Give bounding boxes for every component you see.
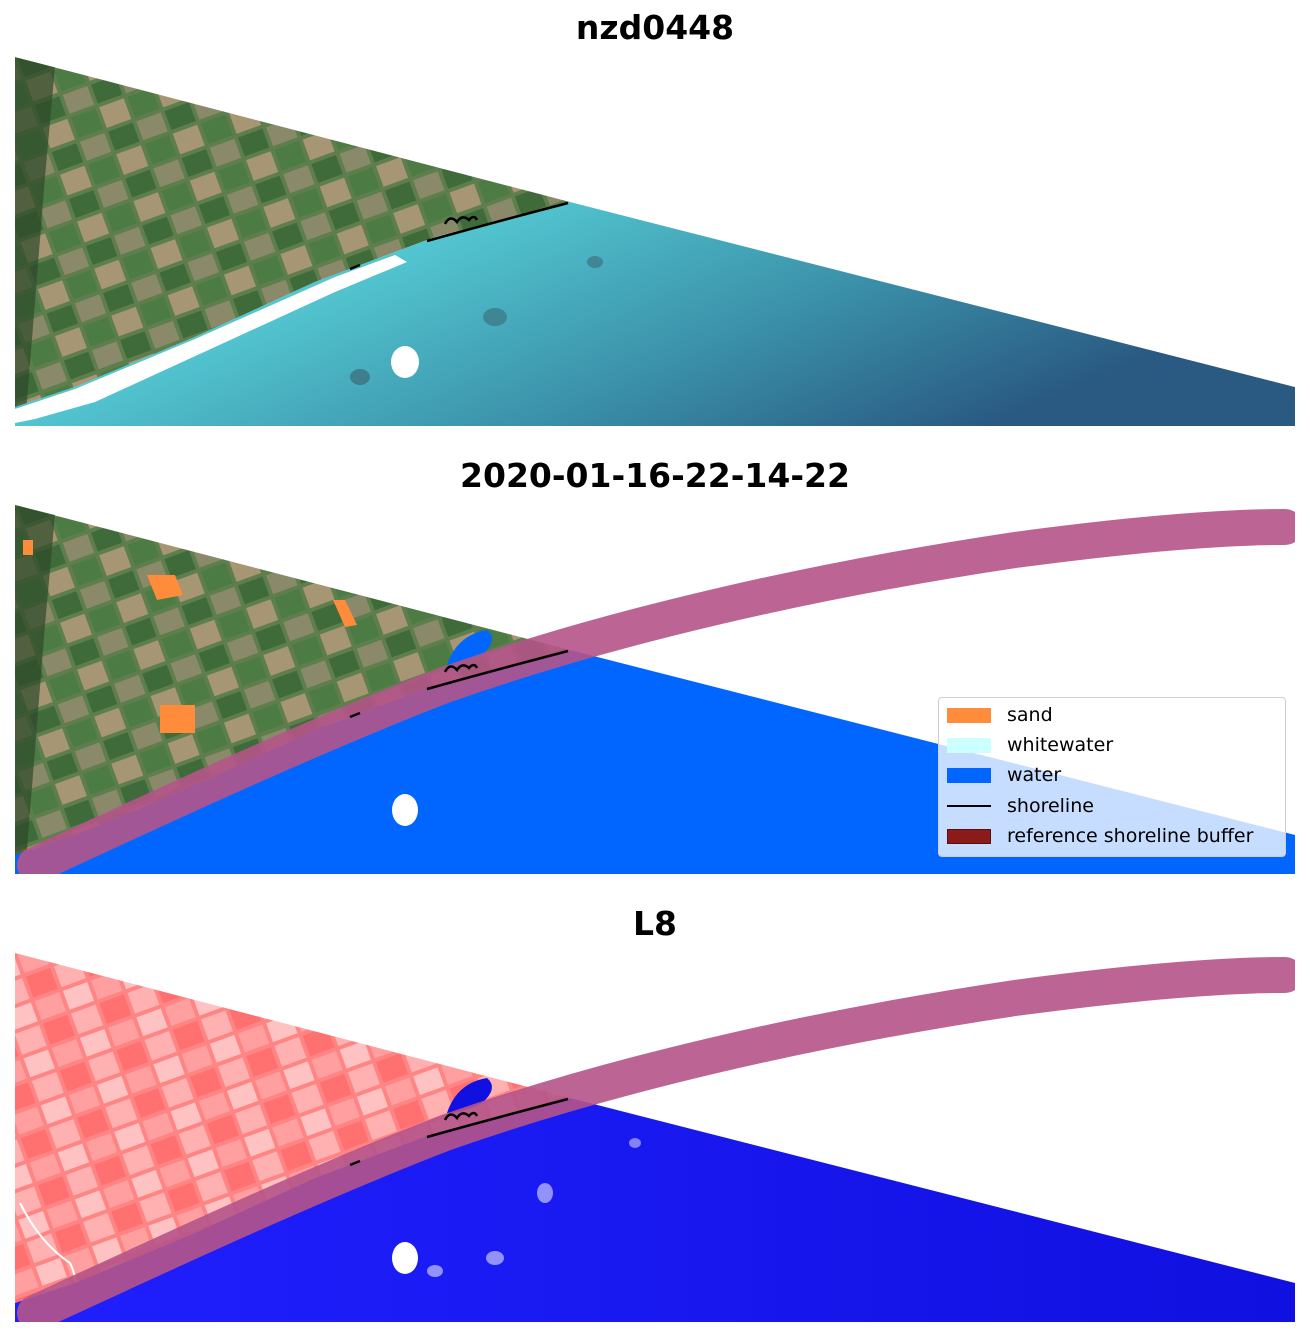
- rgb-image: [15, 57, 1295, 426]
- beach-strip: [15, 255, 407, 423]
- land-area: [15, 953, 570, 1303]
- legend-label: reference shoreline buffer: [1007, 825, 1254, 847]
- l8-image: [15, 953, 1295, 1322]
- shoreline-path: [426, 201, 569, 243]
- reference-shoreline-buffer: [17, 509, 1295, 874]
- legend-swatch: [947, 707, 991, 723]
- ocean-area: [15, 202, 1295, 426]
- legend-item-sand: sand: [947, 704, 1053, 726]
- legend-label: whitewater: [1007, 734, 1114, 756]
- legend-item-whitewater: whitewater: [947, 734, 1113, 756]
- legend-label: water: [1007, 764, 1062, 786]
- sand-patch: [147, 575, 183, 600]
- legend-label: shoreline: [1007, 795, 1094, 817]
- legend-swatch: [947, 767, 991, 783]
- water-index-area: [15, 1098, 1295, 1322]
- panel-title-classified: 2020-01-16-22-14-22: [460, 456, 850, 495]
- legend-item-water: water: [947, 764, 1061, 786]
- reference-shoreline-buffer: [17, 957, 1295, 1322]
- sand-patch: [23, 540, 33, 555]
- legend-swatch: [947, 828, 991, 844]
- legend-swatch: [947, 737, 991, 753]
- legend: sand whitewater water shoreline referenc…: [938, 697, 1286, 857]
- legend-item-shoreline: shoreline: [947, 795, 1094, 817]
- water-class-lagoon: [447, 630, 492, 665]
- rgb-image-panel: [15, 57, 1295, 426]
- land-area: [15, 57, 570, 407]
- sand-patch: [333, 600, 357, 627]
- l8-image-panel: [15, 953, 1295, 1322]
- legend-label: sand: [1007, 704, 1053, 726]
- sand-patch: [160, 705, 195, 733]
- legend-item-buffer: reference shoreline buffer: [947, 825, 1253, 847]
- legend-line: [947, 805, 991, 807]
- panel-title-rgb: nzd0448: [575, 8, 735, 47]
- panel-title-l8: L8: [633, 904, 677, 943]
- land-area: [15, 505, 570, 855]
